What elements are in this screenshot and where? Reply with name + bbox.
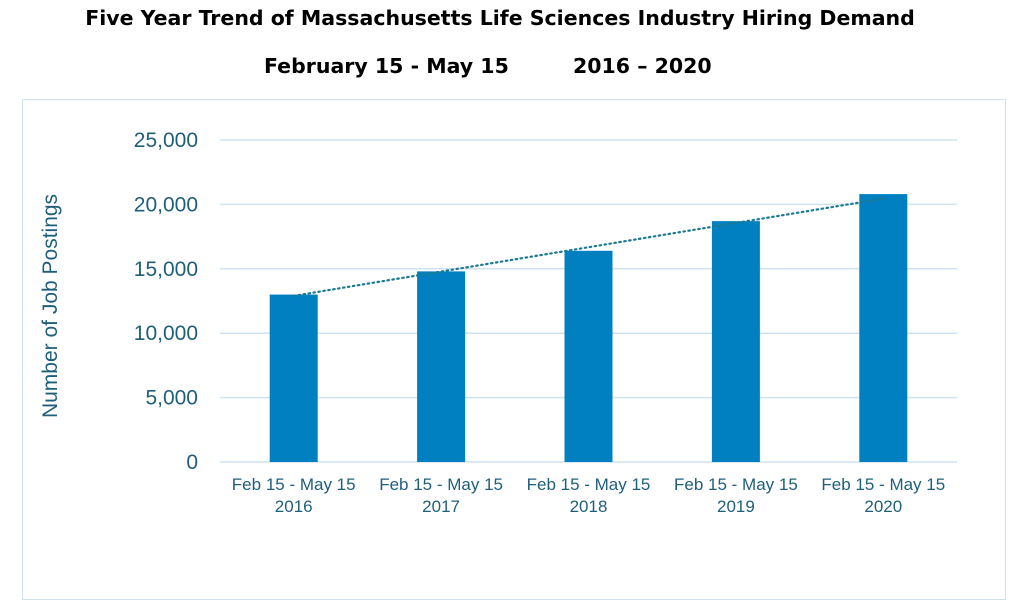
chart-frame: [22, 99, 1006, 600]
x-tick-label: 2020: [864, 497, 902, 516]
y-tick-label: 0: [186, 451, 198, 474]
bar: [711, 221, 760, 462]
trendline: [292, 197, 885, 297]
bar: [859, 194, 908, 462]
bar: [269, 294, 318, 462]
x-tick-label: Feb 15 - May 15: [379, 475, 503, 494]
x-tick-label: 2016: [275, 497, 313, 516]
y-tick-label: 10,000: [134, 322, 198, 345]
x-tick-label: Feb 15 - May 15: [232, 475, 356, 494]
x-tick-label: 2017: [422, 497, 460, 516]
x-tick-label: Feb 15 - May 15: [527, 475, 651, 494]
chart-subtitle-date-range: February 15 - May 15: [264, 54, 509, 78]
bar: [564, 250, 613, 462]
bar: [417, 271, 466, 462]
x-tick-label: Feb 15 - May 15: [674, 475, 798, 494]
y-tick-label: 20,000: [134, 193, 198, 216]
y-axis-label: Number of Job Postings: [39, 194, 62, 418]
x-tick-label: Feb 15 - May 15: [821, 475, 945, 494]
chart-title: Five Year Trend of Massachusetts Life Sc…: [85, 6, 915, 30]
x-tick-label: 2018: [570, 497, 608, 516]
x-tick-label: 2019: [717, 497, 755, 516]
y-tick-label: 15,000: [134, 258, 198, 281]
y-tick-label: 25,000: [134, 129, 198, 152]
y-tick-label: 5,000: [145, 387, 198, 410]
chart-subtitle-years: 2016 – 2020: [573, 54, 712, 78]
